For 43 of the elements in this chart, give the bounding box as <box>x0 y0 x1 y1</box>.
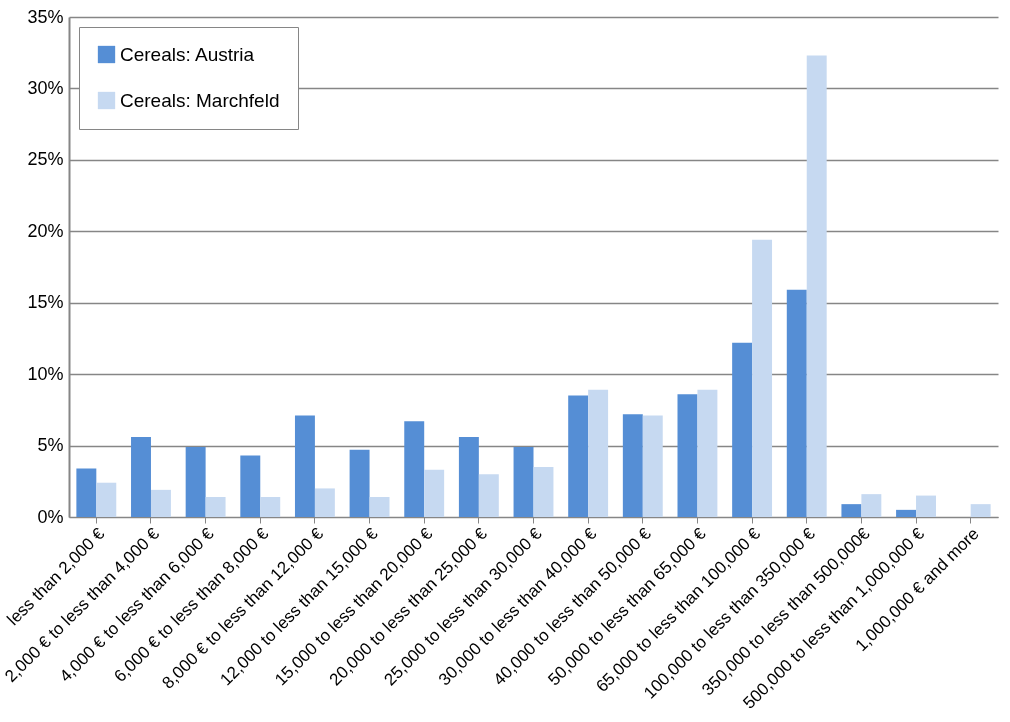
bar <box>369 497 390 517</box>
y-tick-label: 20% <box>27 220 64 241</box>
bar <box>513 447 534 517</box>
bar <box>260 497 281 517</box>
y-tick-label: 10% <box>27 363 64 384</box>
bar <box>861 494 882 517</box>
bar <box>806 55 827 517</box>
bar <box>205 497 226 517</box>
bar <box>916 495 936 517</box>
y-tick-label: 0% <box>37 506 64 527</box>
bar <box>752 239 773 517</box>
bar <box>294 415 315 517</box>
bar <box>349 449 370 517</box>
bar <box>697 389 718 517</box>
bar <box>76 468 97 517</box>
bar <box>533 467 554 517</box>
bar <box>131 437 151 517</box>
bar <box>732 342 753 517</box>
bar <box>424 469 445 517</box>
bar <box>478 474 499 517</box>
bar <box>970 504 991 517</box>
y-tick-label: 5% <box>37 435 64 456</box>
bar <box>896 509 917 517</box>
bar <box>622 414 643 517</box>
bar <box>841 504 862 517</box>
bar <box>404 421 425 517</box>
bar <box>185 447 206 517</box>
bar <box>96 482 117 517</box>
y-tick-label: 35% <box>27 6 64 27</box>
bar <box>240 455 261 517</box>
bar <box>677 394 698 517</box>
bar <box>458 437 479 517</box>
bar <box>150 489 171 517</box>
legend-label: Cereals: Marchfeld <box>120 89 280 111</box>
y-tick-label: 30% <box>27 77 64 98</box>
y-tick-label: 15% <box>27 292 64 313</box>
legend-label: Cereals: Austria <box>120 43 255 65</box>
bar <box>314 488 335 517</box>
y-tick-label: 25% <box>27 149 64 170</box>
bar <box>568 395 589 517</box>
bar <box>786 289 807 517</box>
bar <box>642 415 663 517</box>
bar <box>588 389 609 517</box>
